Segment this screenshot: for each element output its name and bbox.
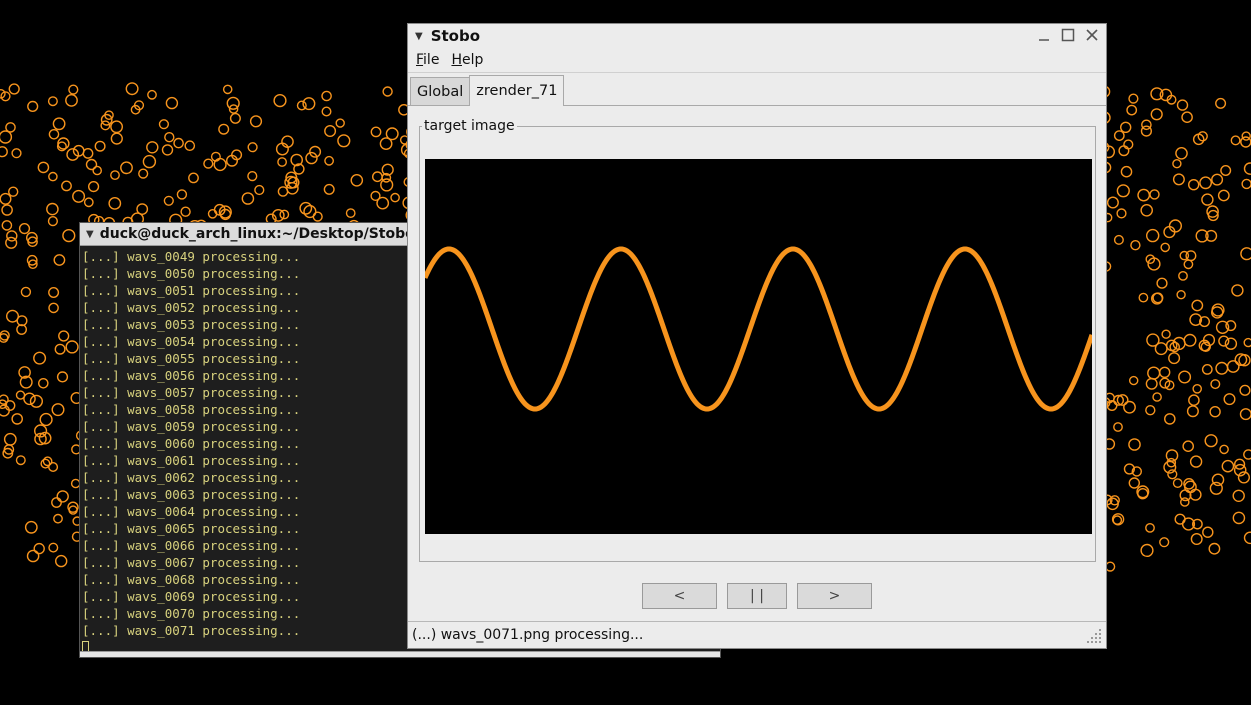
terminal-line: [...] wavs_0067 processing... — [82, 555, 301, 570]
tab-global[interactable]: Global — [410, 77, 471, 105]
terminal-line: [...] wavs_0069 processing... — [82, 589, 301, 604]
menu-bar: File Help — [408, 48, 1106, 73]
terminal-scrollbar[interactable] — [80, 651, 720, 657]
terminal-line: [...] wavs_0059 processing... — [82, 419, 301, 434]
terminal-line: [...] wavs_0057 processing... — [82, 385, 301, 400]
terminal-line: [...] wavs_0049 processing... — [82, 249, 301, 264]
terminal-line: [...] wavs_0062 processing... — [82, 470, 301, 485]
window-title: Stobo — [430, 27, 481, 45]
terminal-line: [...] wavs_0061 processing... — [82, 453, 301, 468]
status-text: (...) wavs_0071.png processing... — [412, 627, 644, 643]
stobo-window[interactable]: ▼ Stobo File Help Global zrender_71 targ… — [407, 23, 1107, 649]
terminal-line: [...] wavs_0068 processing... — [82, 572, 301, 587]
sine-wave-line — [422, 246, 1095, 412]
terminal-line: [...] wavs_0070 processing... — [82, 606, 301, 621]
target-image-group: target image — [419, 118, 1096, 562]
sine-wave-image — [422, 246, 1095, 412]
terminal-line: [...] wavs_0064 processing... — [82, 504, 301, 519]
status-bar: (...) wavs_0071.png processing... — [408, 621, 1106, 648]
terminal-line: [...] wavs_0060 processing... — [82, 436, 301, 451]
tab-zrender[interactable]: zrender_71 — [469, 75, 565, 106]
next-button[interactable]: > — [797, 583, 872, 609]
nav-controls: < | | > — [408, 583, 1106, 611]
menu-help[interactable]: Help — [451, 52, 484, 68]
window-title-bar[interactable]: ▼ Stobo — [408, 24, 1106, 48]
target-image-canvas — [422, 159, 1095, 534]
window-menu-icon[interactable]: ▼ — [86, 228, 94, 240]
close-icon[interactable] — [1082, 25, 1102, 45]
pause-button[interactable]: | | — [727, 583, 787, 609]
group-label: target image — [422, 118, 517, 134]
minimize-icon[interactable] — [1034, 25, 1054, 45]
maximize-icon[interactable] — [1058, 25, 1078, 45]
terminal-line: [...] wavs_0063 processing... — [82, 487, 301, 502]
terminal-line: [...] wavs_0065 processing... — [82, 521, 301, 536]
terminal-line: [...] wavs_0066 processing... — [82, 538, 301, 553]
prev-button[interactable]: < — [642, 583, 717, 609]
tab-bar: Global zrender_71 — [408, 73, 1106, 106]
terminal-line: [...] wavs_0056 processing... — [82, 368, 301, 383]
menu-file[interactable]: File — [416, 52, 440, 68]
terminal-line: [...] wavs_0053 processing... — [82, 317, 301, 332]
terminal-line: [...] wavs_0055 processing... — [82, 351, 301, 366]
resize-grip-icon[interactable] — [1086, 628, 1102, 644]
terminal-line: [...] wavs_0051 processing... — [82, 283, 301, 298]
terminal-title: duck@duck_arch_linux:~/Desktop/Stobo — [99, 226, 415, 242]
terminal-output[interactable]: [...] wavs_0049 processing... [...] wavs_… — [80, 246, 720, 656]
terminal-line: [...] wavs_0058 processing... — [82, 402, 301, 417]
terminal-line: [...] wavs_0050 processing... — [82, 266, 301, 281]
window-menu-icon[interactable]: ▼ — [415, 30, 423, 42]
terminal-line: [...] wavs_0054 processing... — [82, 334, 301, 349]
terminal-line: [...] wavs_0071 processing... — [82, 623, 301, 638]
terminal-line: [...] wavs_0052 processing... — [82, 300, 301, 315]
